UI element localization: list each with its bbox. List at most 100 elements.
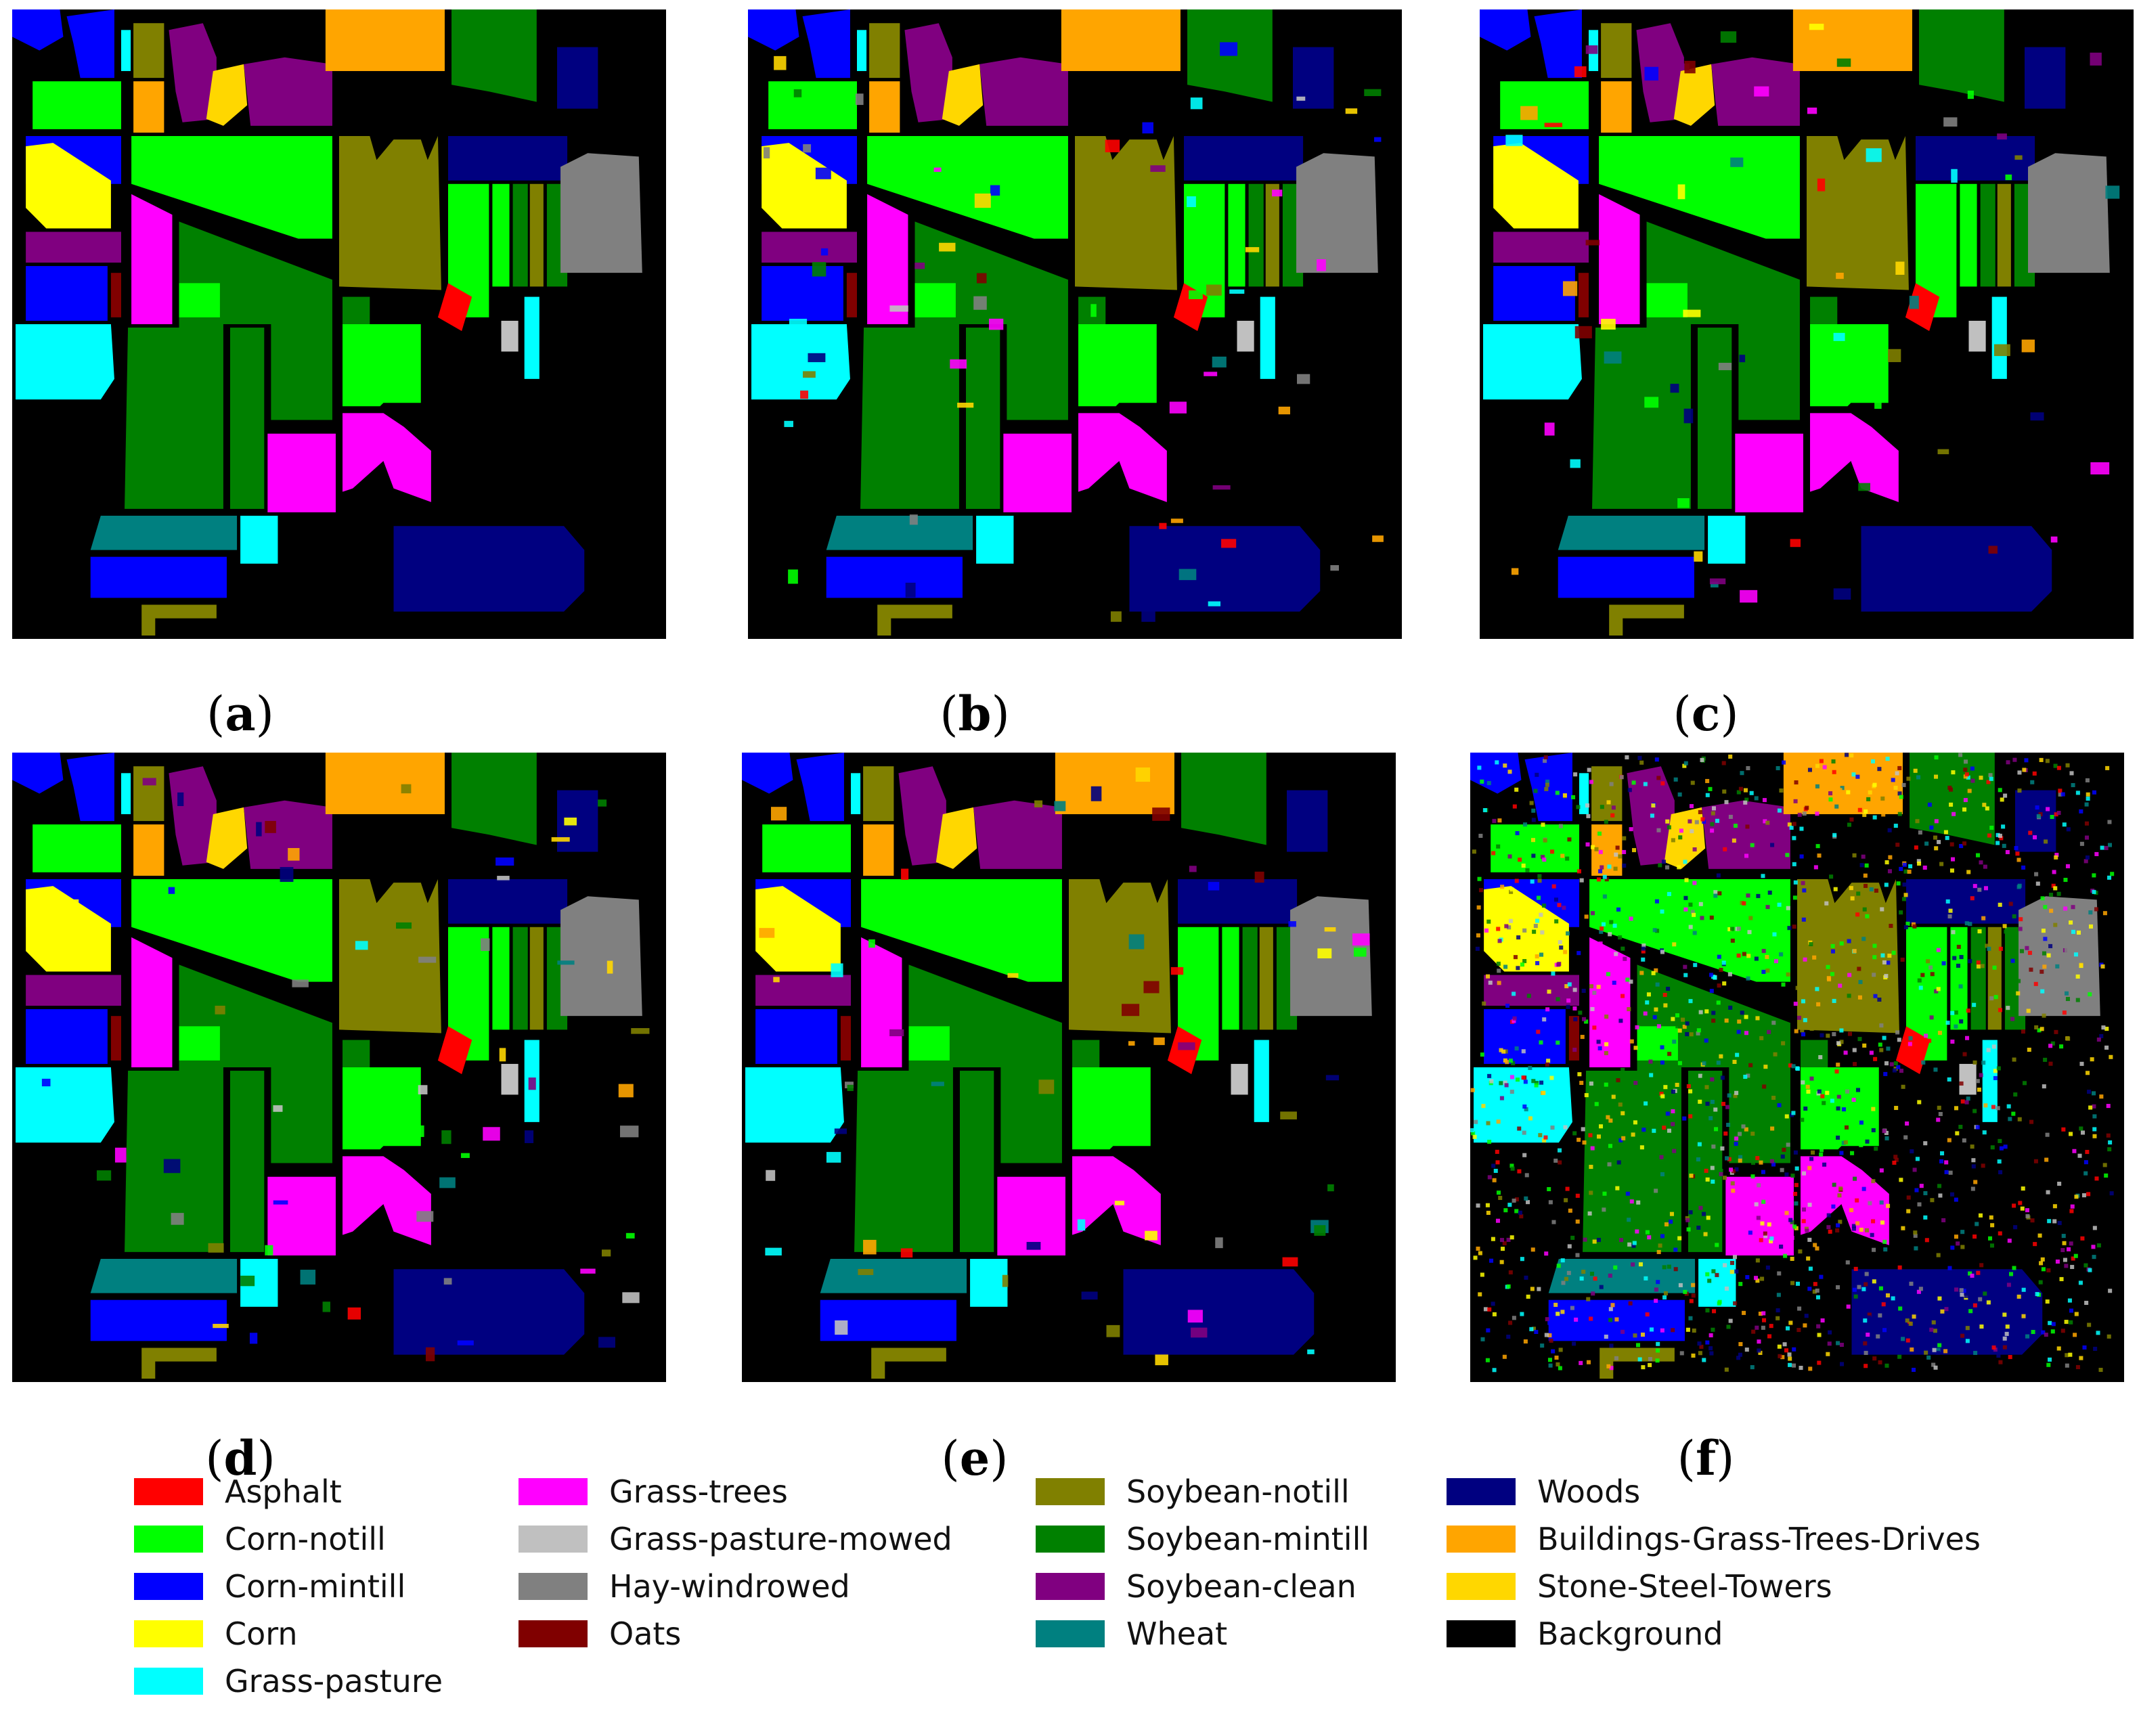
region-woods	[1287, 790, 1328, 852]
region-stone-steel-towers	[942, 64, 984, 126]
region-grass-trees	[1003, 433, 1072, 512]
region-grass-pasture	[1982, 1040, 1998, 1122]
region-buildings-grass-trees-drives	[1061, 9, 1181, 71]
region-buildings-grass-trees-drives	[1792, 9, 1912, 71]
region-soybean-mintill	[1970, 927, 1986, 1030]
region-grass-trees	[1589, 937, 1631, 1067]
region-corn-mintill	[762, 266, 843, 321]
region-soybean-mintill	[966, 328, 1000, 509]
region-soybean-mintill	[1980, 183, 1995, 287]
region-soybean-clean	[26, 975, 121, 1006]
classification-map-b	[748, 9, 1402, 639]
legend-item: Soybean-notill	[1036, 1468, 1350, 1515]
region-corn-notill	[914, 283, 956, 317]
region-grass-pasture-mowed	[1237, 320, 1254, 352]
caption-label: e	[959, 1430, 990, 1486]
region-grass-trees	[267, 433, 336, 512]
legend-swatch	[1036, 1478, 1105, 1505]
region-soybean-notill	[133, 766, 164, 822]
region-grass-pasture	[751, 324, 850, 400]
region-soybean-mintill	[908, 964, 1062, 1163]
region-corn-mintill	[1493, 266, 1575, 321]
region-soybean-mintill	[451, 9, 537, 102]
region-soybean-notill	[1609, 604, 1684, 636]
legend-label: Corn	[225, 1616, 298, 1652]
region-buildings-grass-trees-drives	[1055, 753, 1174, 814]
caption-e: (e)	[941, 1430, 1009, 1486]
region-stone-steel-towers	[1673, 64, 1715, 126]
region-corn-mintill	[755, 1009, 837, 1064]
region-woods	[2025, 47, 2066, 109]
region-soybean-notill	[1600, 1348, 1675, 1379]
region-soybean-notill	[141, 1348, 217, 1379]
region-woods	[1861, 526, 2052, 612]
region-buildings-grass-trees-drives	[869, 81, 900, 133]
region-corn-notill	[1500, 81, 1589, 129]
region-soybean-mintill	[230, 1071, 265, 1252]
region-soybean-mintill	[1072, 1040, 1100, 1067]
region-grass-trees	[131, 937, 173, 1067]
region-woods	[2015, 790, 2056, 852]
legend-item: Wheat	[1036, 1610, 1227, 1657]
legend-swatch	[1447, 1526, 1516, 1553]
region-soybean-notill	[1069, 879, 1171, 1033]
region-oats	[110, 1016, 121, 1061]
region-oats	[1568, 1016, 1579, 1061]
region-woods	[448, 136, 568, 181]
region-grass-pasture	[1579, 773, 1589, 814]
region-soybean-notill	[133, 23, 164, 79]
region-soybean-notill	[1265, 183, 1279, 287]
region-soybean-mintill	[1592, 328, 1691, 509]
region-corn-notill	[908, 1026, 950, 1061]
legend-item: Corn-notill	[134, 1515, 386, 1563]
region-soybean-notill	[1997, 183, 2011, 287]
legend-swatch	[519, 1526, 588, 1553]
region-soybean-notill	[869, 23, 900, 79]
map-image-a	[12, 9, 666, 639]
region-asphalt	[437, 283, 472, 332]
map-image-e	[742, 753, 1396, 1382]
region-hay-windrowed	[560, 153, 642, 273]
classification-map-a	[12, 9, 666, 639]
region-corn-notill	[343, 324, 421, 407]
legend-swatch	[1036, 1573, 1105, 1600]
legend-item: Hay-windrowed	[519, 1563, 850, 1610]
region-corn-notill	[1646, 283, 1688, 317]
region-soybean-mintill	[1646, 221, 1800, 420]
region-hay-windrowed	[1296, 153, 1378, 273]
region-woods	[393, 1269, 585, 1355]
caption-label: f	[1695, 1430, 1717, 1486]
region-soybean-mintill	[1242, 927, 1258, 1030]
region-corn-mintill	[802, 9, 850, 79]
legend-swatch	[134, 1526, 203, 1553]
region-corn-mintill	[90, 556, 227, 598]
region-grass-pasture	[121, 30, 131, 71]
legend-item: Soybean-mintill	[1036, 1515, 1369, 1563]
legend-swatch	[1447, 1573, 1516, 1600]
region-woods	[557, 790, 598, 852]
legend-item: Corn	[134, 1610, 298, 1657]
region-soybean-mintill	[512, 927, 528, 1030]
region-soybean-notill	[863, 766, 894, 822]
legend-item: Corn-mintill	[134, 1563, 405, 1610]
region-corn-notill	[179, 283, 220, 317]
region-corn-mintill	[1484, 1009, 1566, 1064]
region-hay-windrowed	[560, 896, 642, 1017]
region-corn-notill	[131, 136, 332, 239]
caption-label: b	[958, 686, 992, 742]
legend-swatch	[134, 1620, 203, 1647]
region-corn-notill	[1078, 324, 1157, 407]
region-corn-mintill	[12, 753, 64, 794]
class-legend: Asphalt Corn-notill Corn-mintill Corn Grass-…	[0, 0, 2139, 1699]
region-asphalt	[437, 1026, 472, 1075]
region-soybean-clean	[973, 800, 1062, 869]
region-corn-mintill	[66, 9, 114, 79]
region-grass-pasture	[121, 773, 131, 814]
legend-swatch	[1036, 1526, 1105, 1553]
region-soybean-mintill	[343, 1040, 370, 1067]
region-grass-pasture	[857, 30, 867, 71]
legend-label: Soybean-mintill	[1126, 1521, 1370, 1557]
region-grass-trees	[267, 1176, 336, 1255]
region-oats	[846, 273, 857, 317]
region-woods	[1184, 136, 1304, 181]
